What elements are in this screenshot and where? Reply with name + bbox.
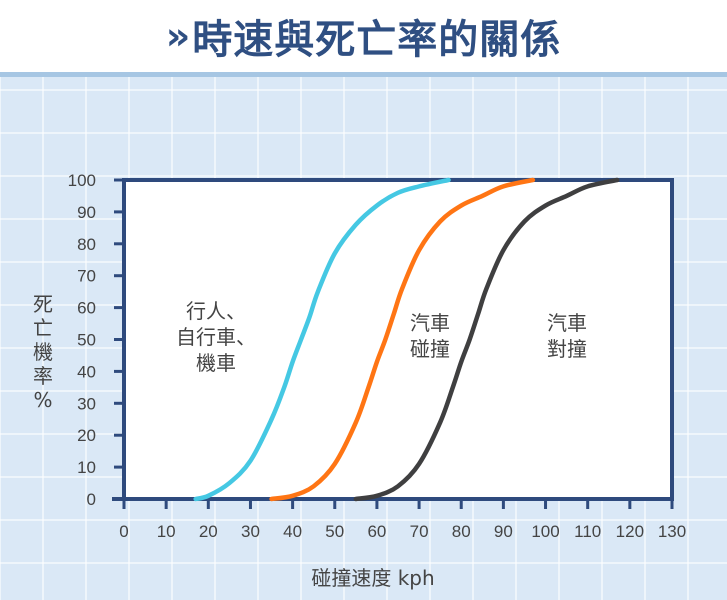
y-label-char: 死 <box>33 292 53 316</box>
x-tick-label: 20 <box>199 522 218 541</box>
y-label-char: 亡 <box>33 316 53 340</box>
x-tick-label: 80 <box>452 522 471 541</box>
y-tick-label: 100 <box>68 171 96 190</box>
y-tick-label: 40 <box>77 362 96 381</box>
x-tick-label: 90 <box>494 522 513 541</box>
x-tick-label: 50 <box>325 522 344 541</box>
y-label-char: 機 <box>33 340 53 364</box>
page-title: » 時速與死亡率的關係 <box>0 0 727 72</box>
title-text: 時速與死亡率的關係 <box>192 17 562 63</box>
y-tick-label: 30 <box>77 394 96 413</box>
annotation-head-on: 對撞 <box>547 337 587 361</box>
header-divider <box>0 72 727 77</box>
x-tick-label: 100 <box>531 522 559 541</box>
y-tick-label: 70 <box>77 267 96 286</box>
annotation-pedestrian: 機車 <box>196 351 236 375</box>
annotation-pedestrian: 自行車、 <box>176 325 256 349</box>
y-tick-label: 60 <box>77 299 96 318</box>
x-tick-label: 130 <box>658 522 686 541</box>
x-tick-label: 110 <box>574 522 601 541</box>
x-tick-label: 60 <box>367 522 386 541</box>
y-tick-label: 0 <box>87 490 96 509</box>
series-line-2 <box>269 177 536 502</box>
y-tick-label: 10 <box>77 458 96 477</box>
x-tick-label: 30 <box>241 522 260 541</box>
y-tick-label: 50 <box>77 331 96 350</box>
y-label-char: 率 <box>33 364 53 388</box>
annotation-car-crash: 碰撞 <box>410 337 450 361</box>
x-tick-label: 40 <box>283 522 302 541</box>
header <box>0 0 727 72</box>
plot-area <box>122 178 674 501</box>
y-axis-label: 死 亡 機 率 % <box>28 292 58 412</box>
x-tick-label: 0 <box>119 522 128 541</box>
y-label-char: % <box>33 388 53 412</box>
series-line-1 <box>193 177 451 502</box>
x-tick-label: 70 <box>410 522 429 541</box>
x-tick-label: 10 <box>157 522 176 541</box>
annotation-car-crash: 汽車 <box>410 311 450 335</box>
annotation-pedestrian: 行人、 <box>186 299 246 323</box>
annotation-head-on: 汽車 <box>547 311 587 335</box>
y-tick-label: 90 <box>77 203 96 222</box>
x-axis-label: 碰撞速度 kph <box>311 566 434 590</box>
x-tick-label: 120 <box>616 522 644 541</box>
y-tick-label: 20 <box>77 426 96 445</box>
series-line-3 <box>353 177 620 502</box>
y-tick-label: 80 <box>77 235 96 254</box>
